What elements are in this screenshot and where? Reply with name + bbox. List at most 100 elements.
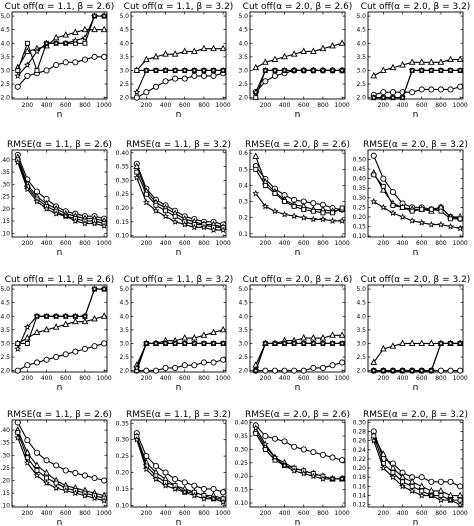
panel-r3-p1-series-triangle-point — [91, 315, 98, 322]
panel-r1-p4-ytick-label: 4.0 — [356, 40, 366, 47]
panel-r4-p4-series-star-point — [447, 496, 454, 504]
panel-r1-p3-xtick-label: 400 — [279, 102, 291, 109]
panel-r3-p3-series-circle-point — [262, 367, 269, 374]
panel-r3-p3-series-star-point — [309, 339, 317, 347]
panel-r4-p3-xlabel: n — [295, 518, 301, 526]
panel-r4-p1-xlabel: n — [57, 518, 63, 526]
panel-r1-p1-series-square-point — [82, 40, 88, 46]
panel-r4-p2-series-star-point — [142, 465, 150, 473]
panel-r4-p2-series-circle-point — [162, 469, 169, 476]
panel-r3-p4-xtick-label: 400 — [397, 375, 409, 382]
panel-r2-p1-ytick-label: 0.15 — [0, 218, 10, 225]
panel-r1-p1-series-star-point — [81, 34, 89, 41]
panel-r4-p3-series-circle-point — [339, 457, 346, 464]
panel-r1-p1-frame — [11, 11, 108, 100]
panel-r4-p3-series-star-point — [309, 472, 317, 480]
panel-r2-p3-series-square-point — [330, 210, 335, 216]
panel-r1-p1-series-triangle-point — [81, 25, 89, 33]
panel-r3-p3-title: Cut off(α = 2.0, β = 2.6) — [243, 275, 353, 285]
panel-r2-p2-series-square-point — [153, 202, 159, 208]
panel-r3-p1-series-triangle-point — [62, 320, 70, 327]
panel-r1-p4-series-triangle-point — [447, 55, 454, 63]
panel-r3-p1-ytick-label: 2.5 — [0, 354, 10, 361]
panel-r1-p4-series-triangle-line — [373, 59, 461, 77]
panel-r1-p3-ytick-label: 4.5 — [238, 27, 248, 34]
panel-r3-p2-series-star-point — [162, 339, 170, 347]
panel-r1-p1-series-star-point — [43, 39, 51, 47]
panel-r1-p3-series-star-point — [319, 66, 327, 74]
panel-r4-p2-series-circle-point — [220, 489, 227, 496]
panel-r2-p1-ytick-label: 0.35 — [0, 169, 10, 176]
panel-r1-p1-xtick-label: 200 — [22, 102, 34, 109]
panel-r3-p1-series-triangle-line — [17, 315, 105, 344]
panel-r1-p3-series-star-point — [271, 66, 279, 74]
panel-r2-p3-series-square-point — [301, 207, 307, 213]
panel-r1-p3-frame — [249, 11, 346, 100]
panel-r3-p1-series-star-point — [43, 312, 51, 320]
panel-r1-p1-series-circle-point — [24, 72, 31, 79]
panel-r1-p1-xtick-label: 600 — [60, 102, 72, 109]
panel-r1-p3-xtick-label: 200 — [260, 102, 272, 109]
panel-r4-p1-series-star-point — [100, 497, 108, 504]
panel-r4-p3-ytick-label: 0.10 — [235, 500, 249, 507]
panel-r2-p1-ytick-label: 0.40 — [0, 157, 10, 164]
panel-r2-p3-series-star-point — [329, 217, 336, 224]
panel-r1-p3-series-circle-point — [262, 78, 269, 85]
panel-r1-p4-series-star-point — [427, 66, 435, 74]
panel-r2-p1-series-square-line — [17, 159, 105, 225]
panel-r4-p4-series-star-line — [373, 440, 461, 506]
panel-r3-p4-series-star-line — [373, 342, 461, 372]
panel-r4-p1-series-star-point — [91, 494, 98, 502]
panel-r3-p1-series-triangle-point — [81, 317, 89, 325]
panel-r4-p2-series-star-point — [152, 475, 160, 483]
panel-r1-p4-series-circle-point — [428, 86, 435, 93]
panel-r4-p1-ytick-label: 0.15 — [0, 490, 10, 497]
panel-r3-p2-series-triangle-point — [210, 328, 217, 336]
panel-r3-p4-series-circle-point — [437, 367, 444, 374]
panel-r1-p3-series-star-point — [252, 88, 260, 96]
panel-r4-p3-series-star-line — [255, 427, 343, 480]
panel-r4-p2-series-circle-point — [191, 482, 198, 489]
panel-r3-p2-series-circle-point — [152, 367, 159, 374]
panel-r1-p4-series-triangle-point — [437, 58, 445, 65]
panel-r1-p2-xtick-label: 600 — [179, 102, 191, 109]
panel-r2-p3-series-square-point — [272, 191, 278, 196]
panel-r1-p4-series-star-point — [389, 94, 397, 101]
panel-r1-p1-series-square-point — [24, 40, 30, 46]
panel-r1-p2-series-circle-point — [152, 83, 159, 90]
panel-r1-p1-ytick-label: 4.5 — [0, 27, 10, 34]
panel-r1-p4-series-circle-line — [373, 86, 461, 96]
panel-r4-p4-ytick-label: 0.22 — [353, 456, 367, 463]
panel-r4-p3-series-star-point — [252, 424, 260, 431]
panel-r2-p2-xtick-label: 1000 — [215, 240, 230, 247]
panel-r2-p4-ytick-label: 0.45 — [353, 166, 367, 173]
panel-r4-p4-series-circle-point — [418, 474, 425, 481]
panel-r4-p4-series-triangle-point — [418, 482, 426, 489]
panel-r1-p2-series-star-point — [142, 66, 150, 74]
panel-r4-p3-series-star-point — [290, 467, 298, 474]
panel-r1-p4-ytick-label: 3.5 — [356, 54, 366, 61]
panel-r3-p1-series-star-point — [81, 312, 89, 320]
panel-r4-p3-xtick-label: 200 — [260, 510, 272, 517]
panel-r3-p1-xtick-label: 1000 — [96, 375, 111, 382]
panel-r2-p2-series-star-point — [190, 223, 198, 231]
panel-r2-p1-series-triangle-line — [17, 157, 105, 222]
panel-r1-p1-xtick-label: 1000 — [96, 102, 111, 109]
panel-r3-p4-frame — [367, 284, 464, 373]
panel-r4-p1-series-star-point — [23, 459, 31, 466]
panel-r2-p4-series-square-point — [380, 183, 386, 189]
panel-r2-p1-xtick-label: 400 — [41, 240, 53, 247]
panel-r3-p1-frame — [11, 284, 108, 373]
panel-r3-p1-series-circle-point — [14, 367, 21, 374]
panel-r4-p1-frame — [11, 419, 108, 508]
panel-r2-p4-series-square-point — [428, 206, 434, 212]
panel-r4-p2-series-star-point — [171, 485, 179, 492]
panel-r4-p2-xtick-label: 800 — [198, 510, 210, 517]
panel-r4-p3-xtick-label: 1000 — [334, 510, 349, 517]
panel-r4-p1-series-star-line — [17, 437, 105, 502]
panel-r2-p2-ytick-label: 0.15 — [116, 219, 130, 226]
panel-r3-p2-series-star-line — [136, 342, 224, 369]
panel-r3-p1-ytick-label: 2.0 — [0, 368, 10, 375]
panel-r3-p4-ytick-label: 5.0 — [356, 286, 366, 293]
panel-r3-p4-series-triangle-point — [389, 342, 397, 349]
